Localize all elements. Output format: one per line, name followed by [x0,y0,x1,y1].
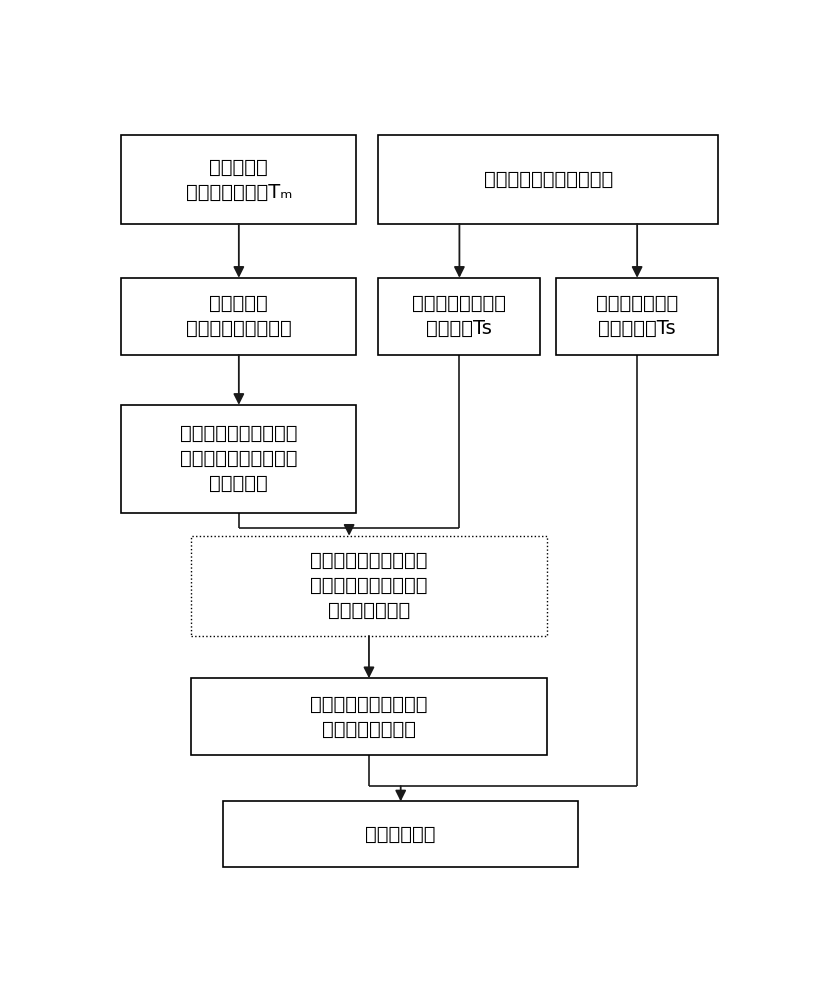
Bar [192,678,547,755]
Text: 对参数进行方差分析，
获得各个参数在不同时
刻的敏感性: 对参数进行方差分析， 获得各个参数在不同时 刻的敏感性 [180,424,297,493]
Text: 将各反馈函数代入温度
场模型，进行仿真: 将各反馈函数代入温度 场模型，进行仿真 [310,695,428,739]
Bar [192,536,547,636]
Text: 针对体模进行热消融实验: 针对体模进行热消融实验 [484,170,613,189]
Bar [121,405,356,513]
Text: 测量温度，
导出反馈点温度Tₘ: 测量温度， 导出反馈点温度Tₘ [186,158,292,202]
Text: 设置参数，
建立温度场仿真模型: 设置参数， 建立温度场仿真模型 [186,294,292,338]
Text: 获得验证测温针
的实测温度Ts: 获得验证测温针 的实测温度Ts [596,294,678,338]
Bar [378,135,718,224]
Bar [378,278,541,355]
Bar [556,278,718,355]
Bar [223,801,578,867]
Bar [121,278,356,355]
Text: 实验对比验证: 实验对比验证 [365,825,436,844]
Text: 获得反馈测温针的
实测温度Ts: 获得反馈测温针的 实测温度Ts [413,294,506,338]
Bar [121,135,356,224]
Text: 基于敏感性分析结果和
单针反馈，获得各参数
的精确表征形式: 基于敏感性分析结果和 单针反馈，获得各参数 的精确表征形式 [310,551,428,620]
